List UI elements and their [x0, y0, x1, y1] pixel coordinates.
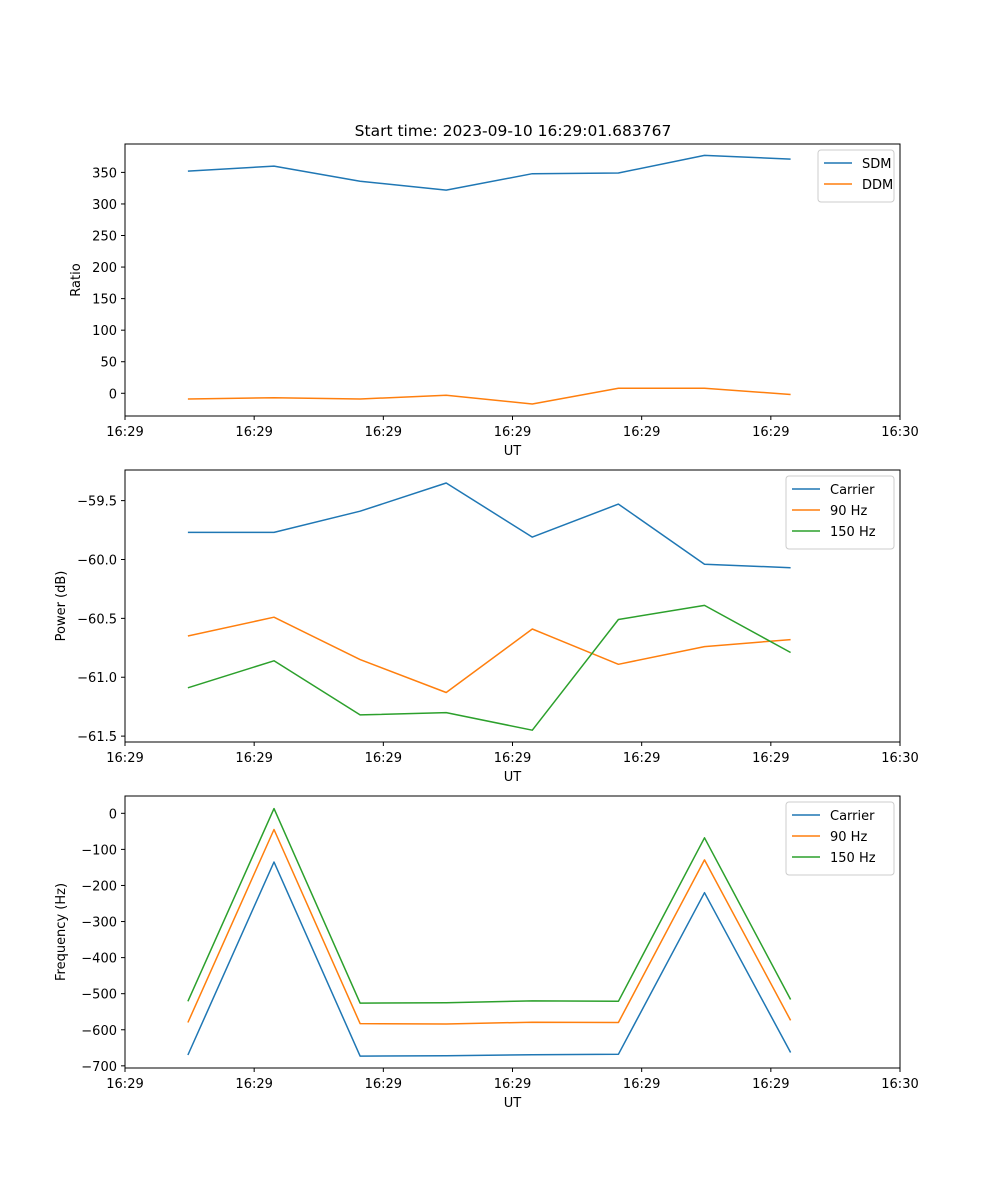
y-tick-label: −60.0: [77, 553, 117, 568]
y-tick-label: −59.5: [77, 495, 117, 510]
x-axis-label: UT: [504, 770, 522, 785]
figure-title: Start time: 2023-09-10 16:29:01.683767: [355, 122, 672, 140]
x-tick-label: 16:30: [881, 751, 918, 766]
plot-frame: [124, 143, 901, 417]
legend-label: 150 Hz: [830, 525, 876, 540]
series-line-carrier: [187, 482, 791, 569]
x-tick-label: 16:29: [752, 425, 789, 440]
x-tick-label: 16:30: [881, 1077, 918, 1092]
series-line-sdm: [187, 154, 791, 191]
x-axis-label: UT: [504, 1096, 522, 1111]
y-tick-label: 350: [92, 166, 117, 181]
y-tick-label: 0: [109, 387, 117, 402]
y-tick-label: 50: [100, 356, 117, 371]
y-tick-label: −600: [81, 1024, 117, 1039]
x-tick-label: 16:29: [106, 425, 143, 440]
legend-label: Carrier: [830, 809, 875, 824]
y-tick-label: 300: [92, 198, 117, 213]
chart-panel-1: 16:29 16:29 16:29 16:29 16:29 16:29 16:30 0 50 10…: [69, 143, 919, 459]
x-tick-label: 16:29: [235, 425, 272, 440]
series-line-90-hz: [187, 616, 791, 694]
series-line-150-hz: [187, 807, 792, 1004]
x-tick-label: 16:29: [623, 425, 660, 440]
y-tick-label: −500: [81, 988, 117, 1003]
x-tick-label: 16:29: [623, 751, 660, 766]
y-tick-label: 200: [92, 261, 117, 276]
series-line-carrier: [187, 861, 792, 1057]
plot-frame: [124, 469, 901, 743]
x-tick-label: 16:29: [494, 751, 531, 766]
legend-label: 150 Hz: [830, 851, 876, 866]
x-tick-label: 16:29: [106, 751, 143, 766]
legend: SDM DDM: [817, 149, 895, 203]
y-tick-label: −61.5: [77, 730, 117, 745]
legend: Carrier 90 Hz 150 Hz: [785, 475, 895, 550]
x-tick-label: 16:29: [235, 751, 272, 766]
x-tick-label: 16:29: [494, 1077, 531, 1092]
chart-panel-2: 16:29 16:29 16:29 16:29 16:29 16:29 16:30 −59.5…: [54, 469, 919, 785]
y-tick-label: 100: [92, 324, 117, 339]
y-axis-label: Frequency (Hz): [54, 883, 69, 981]
y-tick-label: −300: [81, 916, 117, 931]
legend-label: DDM: [862, 178, 893, 193]
x-tick-label: 16:29: [106, 1077, 143, 1092]
x-tick-label: 16:30: [881, 425, 918, 440]
series-line-150-hz: [187, 604, 791, 731]
y-tick-label: −200: [81, 879, 117, 894]
legend-label: SDM: [862, 157, 891, 172]
y-tick-label: −61.0: [77, 671, 117, 686]
x-tick-label: 16:29: [235, 1077, 272, 1092]
x-tick-label: 16:29: [365, 1077, 402, 1092]
y-tick-label: −100: [81, 843, 117, 858]
plot-frame: [124, 795, 901, 1069]
x-axis-label: UT: [504, 444, 522, 459]
x-tick-label: 16:29: [494, 425, 531, 440]
chart-panel-3: 16:29 16:29 16:29 16:29 16:29 16:29 16:30 0 −100…: [54, 795, 919, 1111]
x-tick-label: 16:29: [623, 1077, 660, 1092]
y-tick-label: −60.5: [77, 612, 117, 627]
legend: Carrier 90 Hz 150 Hz: [785, 801, 895, 876]
y-axis-label: Power (dB): [54, 571, 69, 642]
y-tick-label: 0: [109, 807, 117, 822]
x-tick-label: 16:29: [365, 751, 402, 766]
series-line-ddm: [187, 387, 791, 405]
y-tick-label: 150: [92, 293, 117, 308]
legend-label: Carrier: [830, 483, 875, 498]
y-tick-label: 250: [92, 230, 117, 245]
series-line-90-hz: [187, 828, 792, 1025]
y-axis-label: Ratio: [69, 263, 84, 296]
y-tick-label: −400: [81, 952, 117, 967]
y-tick-label: −700: [81, 1060, 117, 1075]
legend-label: 90 Hz: [830, 504, 867, 519]
legend-label: 90 Hz: [830, 830, 867, 845]
x-tick-label: 16:29: [752, 751, 789, 766]
x-tick-label: 16:29: [752, 1077, 789, 1092]
x-tick-label: 16:29: [365, 425, 402, 440]
